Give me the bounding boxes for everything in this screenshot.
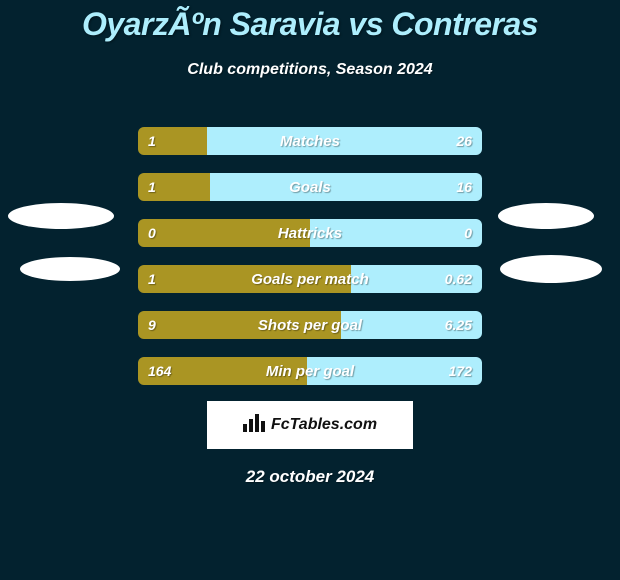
bar-row: Shots per goal9 6.25 [138, 311, 482, 339]
comparison-subtitle: Club competitions, Season 2024 [0, 61, 620, 79]
bar-label: Goals per match [138, 265, 482, 293]
bar-value-right: 6.25 [435, 311, 482, 339]
bar-row: Goals1 16 [138, 173, 482, 201]
bar-value-right: 16 [446, 173, 482, 201]
bars-icon [243, 414, 265, 437]
player1-badge-2 [20, 257, 120, 281]
bar-value-left: 1 [138, 265, 166, 293]
bar-value-right: 0.62 [435, 265, 482, 293]
bar-label: Goals [138, 173, 482, 201]
bar-row: Hattricks0 0 [138, 219, 482, 247]
comparison-title: OyarzÃºn Saravia vs Contreras [0, 0, 620, 43]
bar-label: Shots per goal [138, 311, 482, 339]
fctables-text: FcTables.com [271, 416, 377, 434]
comparison-bars: Matches126Goals116Hattricks00Goals per m… [138, 127, 482, 385]
fctables-attribution: FcTables.com [207, 401, 413, 449]
bar-label: Hattricks [138, 219, 482, 247]
player2-badge-2 [500, 255, 602, 283]
player1-badge-1 [8, 203, 114, 229]
bar-value-right: 0 [454, 219, 482, 247]
bar-row: Goals per match1 0.62 [138, 265, 482, 293]
bar-value-right: 172 [439, 357, 482, 385]
bar-row: Min per goal164 172 [138, 357, 482, 385]
bar-value-right: 26 [446, 127, 482, 155]
bar-value-left: 1 [138, 173, 166, 201]
bar-label: Min per goal [138, 357, 482, 385]
bar-row: Matches1 26 [138, 127, 482, 155]
player2-badge-1 [498, 203, 594, 229]
snapshot-date: 22 october 2024 [0, 467, 620, 487]
bar-value-left: 9 [138, 311, 166, 339]
bar-value-left: 1 [138, 127, 166, 155]
bar-label: Matches [138, 127, 482, 155]
bar-value-left: 164 [138, 357, 181, 385]
bar-value-left: 0 [138, 219, 166, 247]
